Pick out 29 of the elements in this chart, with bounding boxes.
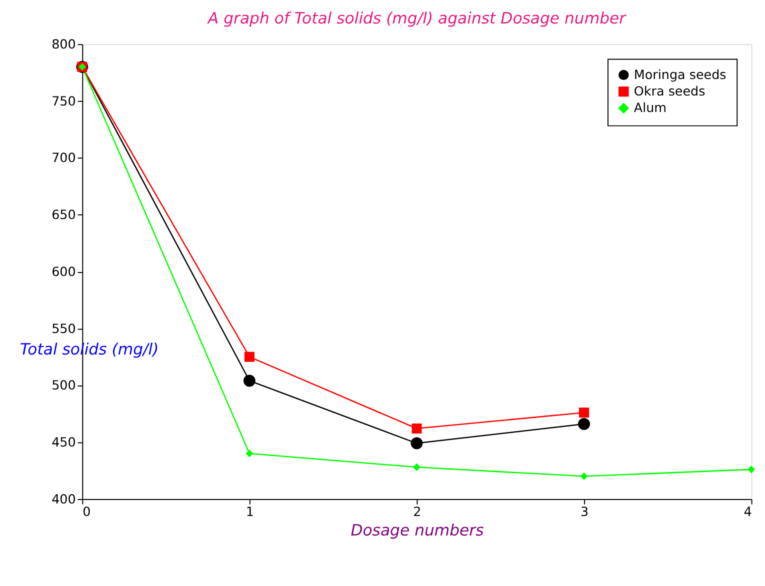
y-tick-label: 500 xyxy=(52,378,76,393)
x-tick-label: 2 xyxy=(413,504,422,520)
x-tick-label: 0 xyxy=(82,504,91,520)
point xyxy=(246,450,254,458)
y-tick-label: 450 xyxy=(52,434,76,450)
y-tick-label: 800 xyxy=(52,36,76,52)
x-tick-label: 4 xyxy=(744,504,752,520)
y-tick-label: 750 xyxy=(52,93,76,108)
y-tick-label: 700 xyxy=(52,150,76,166)
y-tick-label: 600 xyxy=(52,264,76,279)
x-axis-title: Dosage numbers xyxy=(350,520,484,540)
point xyxy=(579,408,590,418)
point xyxy=(243,374,256,387)
point xyxy=(244,352,254,362)
legend-label: Alum xyxy=(634,100,667,116)
chart-title: A graph of Total solids (mg/l) against Dosage number xyxy=(206,8,628,28)
point xyxy=(578,418,590,430)
point xyxy=(410,437,423,450)
legend-label: Okra seeds xyxy=(634,83,706,98)
x-tick-label: 3 xyxy=(580,504,589,520)
y-tick-label: 650 xyxy=(52,207,76,222)
y-tick-label: 400 xyxy=(52,491,76,506)
legend-label: Moringa seeds xyxy=(634,66,726,82)
x-tick-label: 1 xyxy=(246,504,254,520)
y-tick-label: 550 xyxy=(52,320,76,336)
point xyxy=(580,472,588,480)
point xyxy=(748,466,756,474)
point xyxy=(412,423,422,434)
point xyxy=(412,463,421,471)
